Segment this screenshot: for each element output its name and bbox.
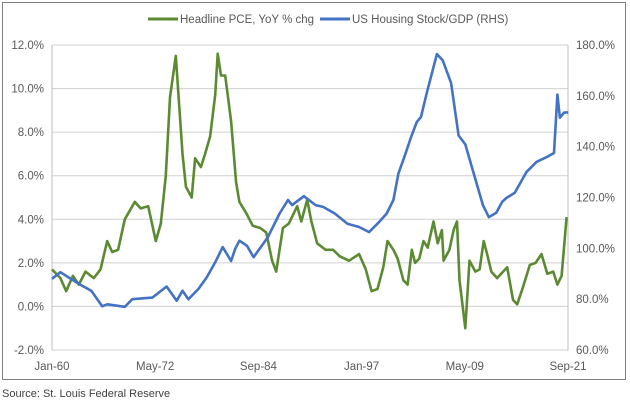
y-left-tick-label: -2.0% (14, 345, 44, 357)
y-left-tick-label: 0.0% (18, 301, 44, 313)
y-left-tick-label: 4.0% (18, 214, 44, 226)
legend-label-pce: Headline PCE, YoY % chg (180, 14, 314, 26)
y-right-tick-label: 80.0% (576, 294, 609, 306)
x-tick-label: Jan-97 (344, 361, 379, 373)
y-left-tick-label: 8.0% (18, 127, 44, 139)
x-tick-label: Sep-21 (549, 361, 586, 373)
y-right-tick-label: 160.0% (576, 91, 615, 103)
x-tick-label: Sep-84 (240, 361, 278, 373)
y-right-tick-label: 180.0% (576, 40, 615, 52)
legend-label-housing: US Housing Stock/GDP (RHS) (352, 14, 509, 26)
legend: Headline PCE, YoY % chg US Housing Stock… (148, 14, 509, 26)
series-line-housing (51, 52, 569, 309)
y-left-tick-label: 6.0% (18, 171, 44, 183)
source-note: Source: St. Louis Federal Reserve (2, 388, 171, 400)
y-left-tick-label: 2.0% (18, 258, 44, 270)
y-right-tick-label: 140.0% (576, 142, 615, 154)
x-tick-label: May-09 (446, 361, 484, 373)
y-left-tick-label: 12.0% (11, 40, 44, 52)
y-left-tick-label: 10.0% (11, 84, 44, 96)
y-right-tick-label: 100.0% (576, 243, 615, 255)
y-right-tick-label: 120.0% (576, 193, 615, 205)
x-tick-label: Jan-60 (34, 361, 69, 373)
x-tick-label: May-72 (136, 361, 174, 373)
y-right-tick-label: 60.0% (576, 345, 609, 357)
chart-frame (2, 2, 626, 380)
series-line-pce (51, 52, 568, 330)
